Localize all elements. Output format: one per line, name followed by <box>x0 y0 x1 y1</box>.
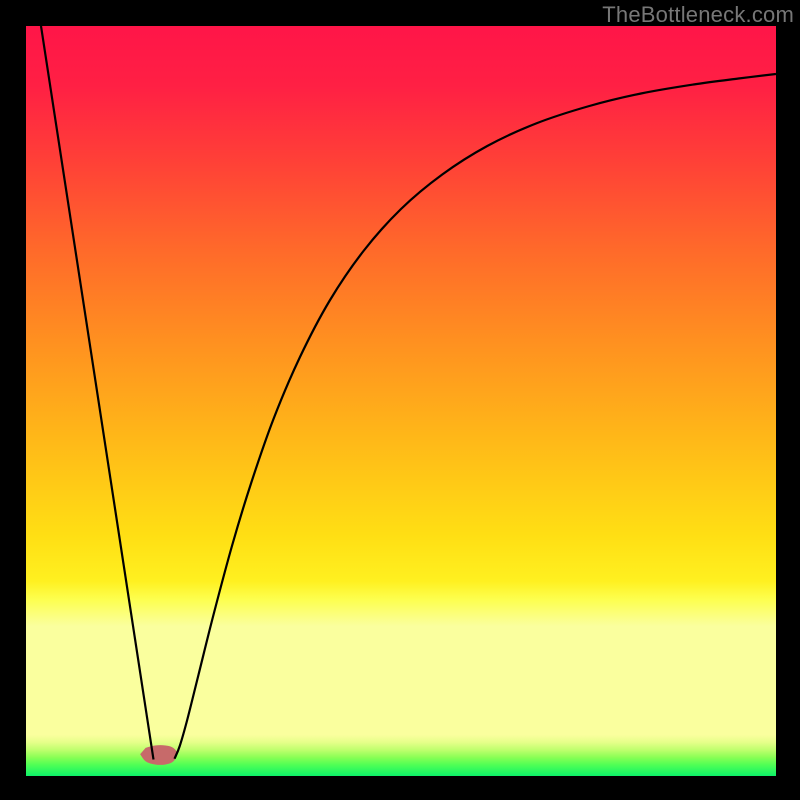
chart-container: TheBottleneck.com <box>0 0 800 800</box>
watermark-text: TheBottleneck.com <box>602 2 794 28</box>
right-curve <box>175 74 777 759</box>
left-line <box>41 26 154 760</box>
marker-blob <box>141 746 177 765</box>
curves-layer <box>26 26 776 776</box>
plot-area <box>26 26 776 776</box>
